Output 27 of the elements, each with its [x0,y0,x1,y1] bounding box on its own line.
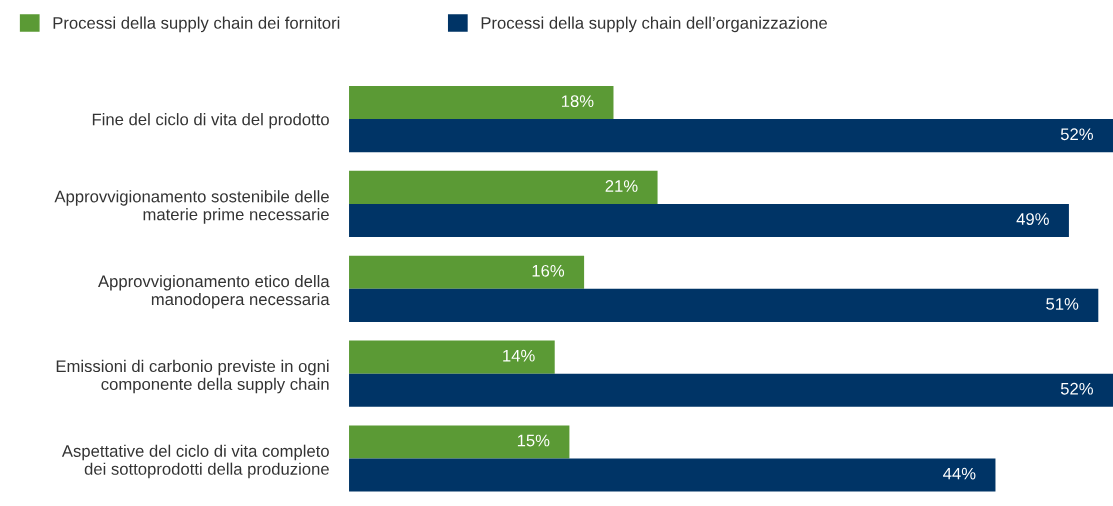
legend-label: Processi della supply chain dei fornitori [53,16,340,33]
y-tick-label: Approvvigionamento etico della manodopera necessaria [98,274,330,309]
data-label: 16% [532,264,565,277]
bar [349,425,570,459]
data-label: 49% [1016,213,1049,225]
bar [349,119,1113,153]
y-tick-label: Fine del ciclo di vita del prodotto [92,113,329,129]
data-label: 18% [561,95,594,108]
y-tick-label: Aspettative del ciclo di vita completo dei sottoprodotti della produzione [61,444,329,479]
y-tick-label: Approvvigionamento sostenibile delle materie prime necessarie [54,190,329,224]
legend-label: Processi della supply chain dell’organizzazione [481,16,828,33]
bar [349,373,1113,407]
bar [349,458,996,492]
data-label: 21% [605,180,638,192]
data-label: 52% [1060,128,1093,141]
data-label: 51% [1046,298,1079,310]
data-label: 52% [1060,382,1093,395]
bar [349,340,555,374]
bar [349,255,585,289]
bar [349,170,658,204]
data-label: 44% [943,467,976,480]
bar [349,288,1099,322]
data-label: 15% [517,434,550,447]
data-label: 14% [503,349,535,362]
bar [349,203,1069,238]
bar [349,86,614,120]
y-tick-label: Emissioni di carbonio previste in ogni componente della supply chain [56,359,329,394]
